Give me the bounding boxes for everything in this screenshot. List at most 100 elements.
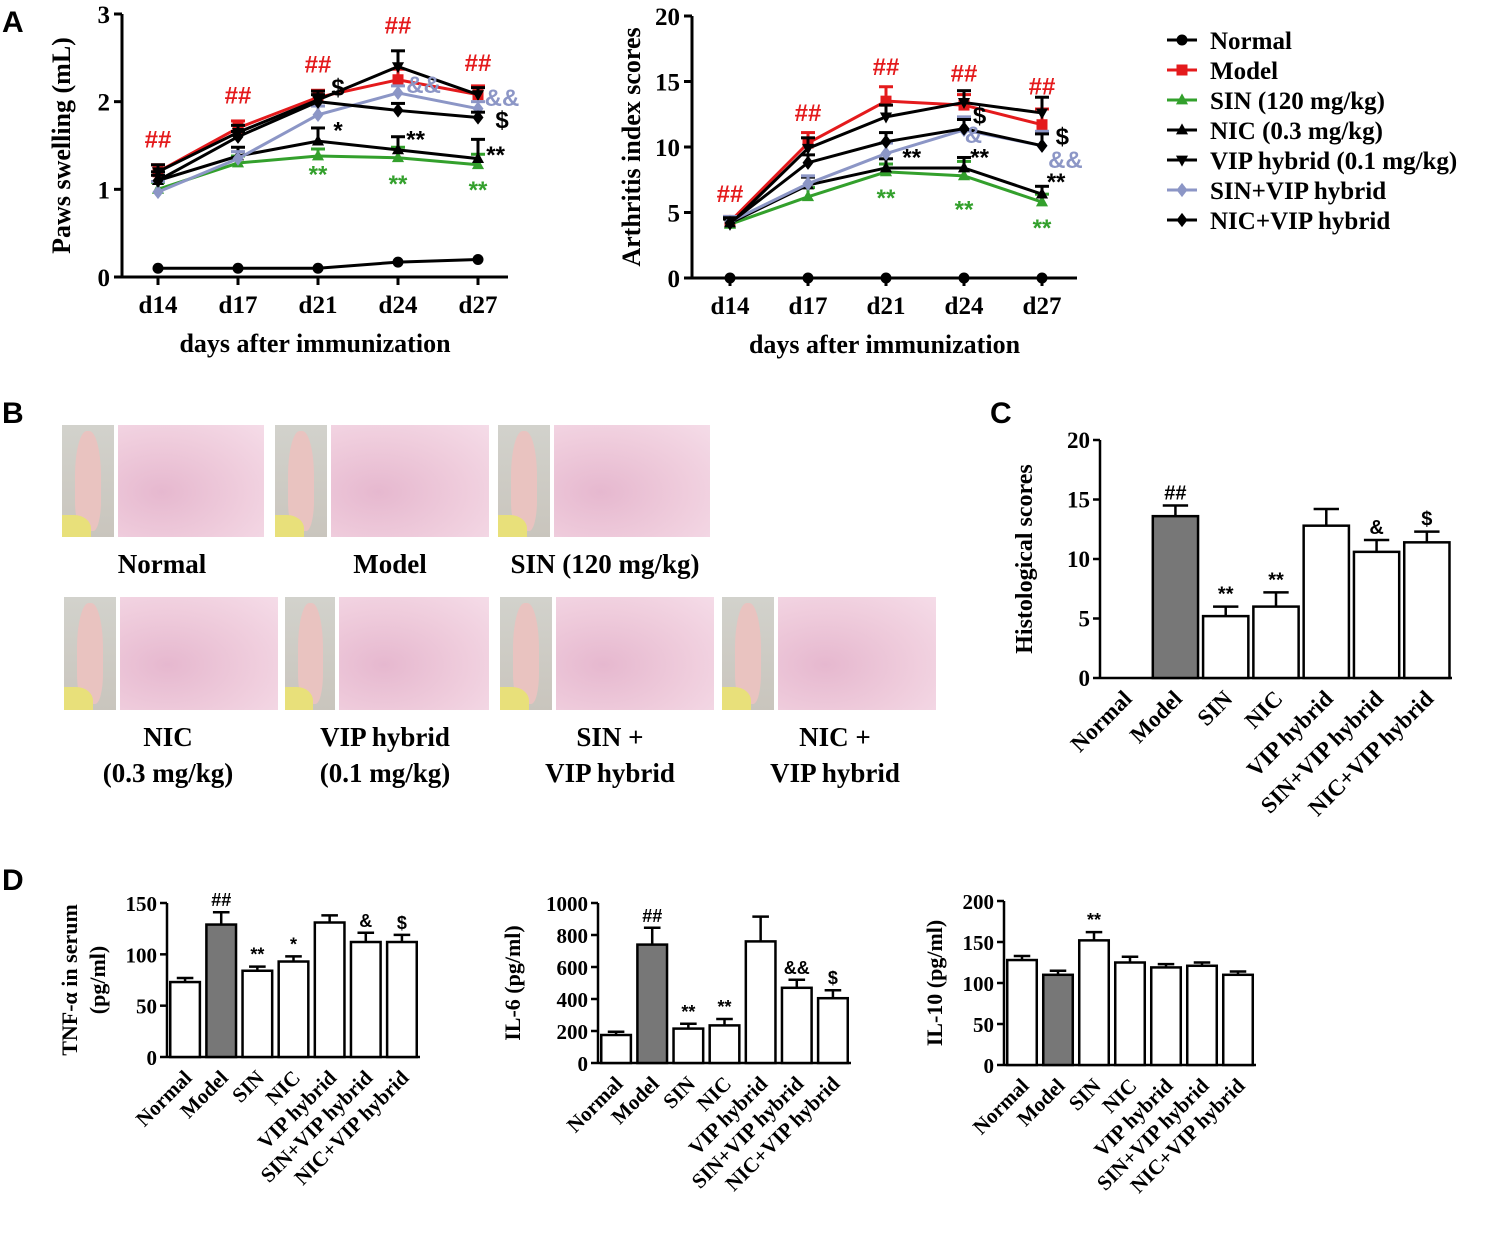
significance-label: ** — [1218, 584, 1234, 606]
y-tick-label: 1 — [98, 177, 111, 204]
y-tick-label: 200 — [963, 890, 995, 914]
data-point — [880, 134, 892, 149]
significance-label: ## — [211, 890, 231, 910]
fur-patch — [275, 514, 304, 537]
legend: Normal Model SIN (120 mg/kg) NIC (0.3 mg/kg… — [1167, 28, 1457, 235]
x-tick-label: d17 — [789, 293, 828, 320]
data-point — [392, 103, 404, 118]
bar — [708, 1024, 741, 1065]
y-tick-label: 150 — [963, 931, 995, 955]
data-point — [957, 98, 971, 110]
photo-caption-line: VIP hybrid — [770, 758, 900, 788]
data-point — [152, 173, 164, 188]
significance-label: ## — [145, 126, 172, 153]
y-tick-label: 15 — [655, 70, 680, 97]
legend-label: SIN+VIP hybrid — [1210, 178, 1386, 205]
histology-section — [554, 425, 710, 537]
x-tick-label: SIN — [1064, 1074, 1106, 1116]
series-NIC+VIP hybrid — [723, 117, 1049, 231]
bar — [780, 986, 813, 1065]
significance-label: ** — [1268, 569, 1284, 591]
bar — [1005, 958, 1039, 1067]
legend-label: NIC (0.3 mg/kg) — [1210, 118, 1383, 145]
bar — [1041, 973, 1075, 1067]
photo-caption-line: SIN (120 mg/kg) — [510, 549, 700, 579]
histology-section — [339, 597, 489, 710]
data-point — [1036, 272, 1048, 284]
x-tick-label: d21 — [299, 292, 338, 319]
bar — [600, 1033, 633, 1065]
y-tick-label: 0 — [984, 1054, 995, 1078]
bar — [636, 943, 669, 1065]
y-axis-title-unit: (pg/ml) — [85, 946, 110, 1014]
y-axis-title: Arthritis index scores — [617, 27, 646, 266]
bar — [313, 921, 346, 1059]
data-point — [392, 85, 404, 101]
y-tick-label: 100 — [963, 972, 995, 996]
significance-label: ## — [1164, 482, 1186, 504]
legend-label: NIC+VIP hybrid — [1210, 208, 1390, 235]
bar — [1113, 961, 1147, 1067]
y-tick-label: 150 — [126, 892, 158, 916]
paw-shape — [288, 430, 314, 532]
paw-shape — [511, 430, 537, 532]
legend-label: SIN (120 mg/kg) — [1210, 88, 1385, 115]
data-point — [391, 143, 405, 155]
photo-caption-line: NIC — [143, 722, 193, 752]
bar — [277, 960, 310, 1059]
paw-photo — [722, 597, 774, 710]
paw-photo — [62, 425, 114, 537]
legend-label: VIP hybrid (0.1 mg/kg) — [1210, 148, 1457, 175]
data-point — [801, 190, 815, 202]
data-point — [879, 161, 893, 173]
bar — [1201, 614, 1250, 680]
significance-label: ** — [486, 142, 505, 169]
legend-marker — [1176, 182, 1188, 198]
panel-label-d: D — [2, 864, 24, 897]
data-point — [880, 146, 892, 161]
data-point — [471, 158, 485, 170]
data-point — [152, 262, 164, 274]
significance-label: $ — [397, 913, 407, 933]
x-tick-label: d27 — [1023, 293, 1062, 320]
significance-label: & — [965, 122, 982, 149]
data-point — [312, 262, 324, 274]
significance-label: ## — [1029, 74, 1056, 101]
x-tick-label: Model — [1125, 686, 1187, 748]
data-point — [1035, 195, 1049, 207]
data-point — [801, 143, 815, 155]
bar — [169, 980, 202, 1059]
legend-marker — [1176, 34, 1188, 46]
fur-patch — [500, 687, 529, 710]
data-point — [958, 121, 970, 136]
x-tick-label: SIN — [1192, 686, 1237, 731]
bar — [1402, 541, 1451, 680]
data-point — [1036, 119, 1048, 131]
photo-caption-line: VIP hybrid — [320, 722, 450, 752]
data-point — [232, 262, 244, 274]
x-axis-title: days after immunization — [749, 330, 1021, 359]
x-tick-label: d14 — [139, 292, 178, 319]
legend-marker — [1176, 212, 1188, 228]
significance-label: $ — [331, 75, 345, 102]
paw-photo — [285, 597, 335, 710]
significance-label: && — [1048, 147, 1083, 174]
significance-label: ** — [250, 945, 264, 965]
y-tick-label: 10 — [1067, 547, 1090, 572]
significance-label: ## — [465, 50, 492, 77]
fur-patch — [722, 687, 751, 710]
photo-caption: NIC + VIP hybrid — [735, 719, 935, 791]
y-tick-label: 10 — [655, 135, 680, 162]
x-tick-label: d24 — [379, 292, 418, 319]
significance-label: ** — [1033, 215, 1052, 242]
significance-label: ** — [1087, 910, 1101, 930]
data-point — [880, 95, 892, 107]
y-axis-title: TNF-α in serum — [57, 904, 82, 1056]
significance-label: & — [1369, 517, 1383, 539]
significance-label: ** — [970, 144, 989, 171]
significance-label: ## — [873, 54, 900, 81]
data-point — [392, 256, 404, 268]
panel-label-a: A — [2, 6, 24, 39]
legend-marker — [1176, 64, 1188, 76]
